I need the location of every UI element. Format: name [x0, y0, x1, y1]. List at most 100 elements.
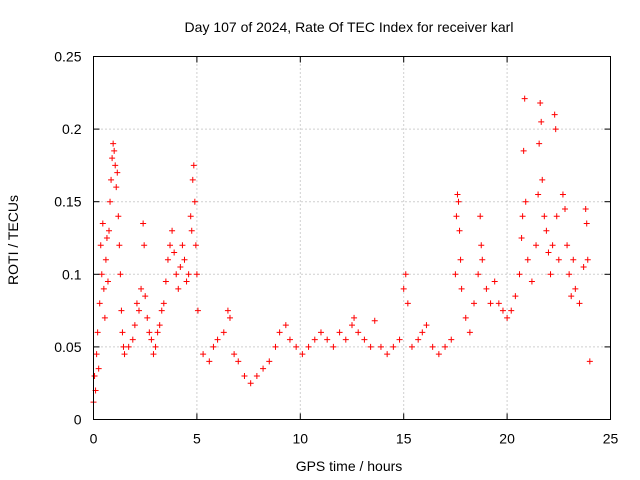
data-point	[555, 256, 562, 263]
data-point	[442, 343, 449, 350]
data-point	[156, 322, 163, 329]
data-point	[576, 300, 583, 307]
data-point	[475, 271, 482, 278]
data-point	[551, 111, 558, 118]
data-point	[419, 329, 426, 336]
data-point	[454, 191, 461, 198]
data-point	[110, 140, 117, 147]
data-point	[241, 372, 248, 379]
data-point	[355, 329, 362, 336]
data-point	[479, 256, 486, 263]
data-point	[117, 271, 124, 278]
data-point	[396, 336, 403, 343]
data-point	[102, 256, 109, 263]
data-point	[118, 307, 125, 314]
data-point	[190, 162, 197, 169]
chart-title: Day 107 of 2024, Rate Of TEC Index for r…	[185, 19, 514, 35]
data-point	[349, 322, 355, 329]
data-point	[562, 205, 569, 212]
data-point	[111, 147, 118, 154]
y-tick-label: 0.15	[54, 194, 81, 210]
data-point	[583, 220, 590, 227]
data-point	[220, 329, 227, 336]
data-point	[286, 336, 293, 343]
data-point	[210, 343, 217, 350]
axis-ticks: 0 5 10 15 20 25 0 0.05 0.1 0.15 0.2 0.25	[54, 49, 618, 447]
data-point	[330, 343, 337, 350]
data-point	[545, 249, 552, 256]
data-point	[272, 343, 279, 350]
data-point	[106, 227, 113, 234]
data-point	[140, 220, 147, 227]
data-point	[183, 278, 190, 285]
x-tick-label: 25	[603, 431, 619, 447]
data-point	[404, 300, 411, 307]
data-point	[142, 293, 149, 300]
data-point	[200, 351, 207, 358]
data-point	[552, 126, 559, 133]
data-point	[522, 198, 529, 205]
data-point	[146, 329, 153, 336]
data-point	[148, 336, 155, 343]
data-point	[342, 336, 349, 343]
data-point	[181, 256, 188, 263]
data-point	[173, 271, 180, 278]
data-point	[175, 285, 182, 292]
data-point	[452, 271, 459, 278]
plot-frame	[93, 56, 611, 420]
data-point	[276, 329, 283, 336]
data-point	[189, 176, 196, 183]
data-point	[377, 343, 384, 350]
y-tick-label: 0.25	[54, 49, 81, 65]
data-point	[541, 213, 548, 220]
data-point	[154, 329, 161, 336]
data-point	[109, 155, 116, 162]
data-point	[179, 242, 186, 249]
data-point	[538, 118, 545, 125]
data-point	[231, 351, 238, 358]
data-point	[114, 169, 121, 176]
data-point	[266, 358, 273, 365]
data-point	[564, 242, 571, 249]
data-point	[150, 351, 157, 358]
data-point	[458, 285, 465, 292]
data-point	[108, 176, 115, 183]
data-point	[98, 271, 105, 278]
data-point	[518, 235, 525, 241]
data-point	[138, 285, 145, 292]
data-point	[367, 343, 374, 350]
data-points	[90, 95, 593, 406]
data-point	[152, 343, 159, 350]
data-point	[535, 191, 542, 198]
data-point	[167, 242, 174, 249]
data-point	[299, 351, 306, 358]
data-point	[512, 293, 519, 300]
data-point	[194, 307, 201, 314]
data-point	[192, 242, 199, 249]
data-point	[103, 235, 110, 241]
data-point	[528, 278, 535, 285]
data-point	[293, 343, 300, 350]
data-point	[549, 242, 556, 249]
data-point	[508, 307, 515, 314]
y-tick-label: 0.2	[62, 121, 82, 137]
data-point	[504, 314, 511, 321]
data-point	[547, 271, 554, 278]
data-point	[93, 351, 100, 358]
data-point	[187, 213, 194, 220]
data-point	[104, 278, 111, 285]
data-point	[177, 264, 184, 271]
data-point	[390, 343, 397, 350]
data-point	[188, 227, 195, 234]
data-point	[91, 372, 98, 379]
data-point	[457, 256, 464, 263]
data-point	[206, 358, 213, 365]
data-point	[519, 213, 526, 220]
data-point	[226, 314, 233, 321]
x-tick-label: 5	[193, 431, 201, 447]
data-point	[100, 285, 107, 292]
x-tick-label: 15	[396, 431, 412, 447]
data-point	[224, 307, 231, 314]
data-point	[164, 256, 171, 263]
